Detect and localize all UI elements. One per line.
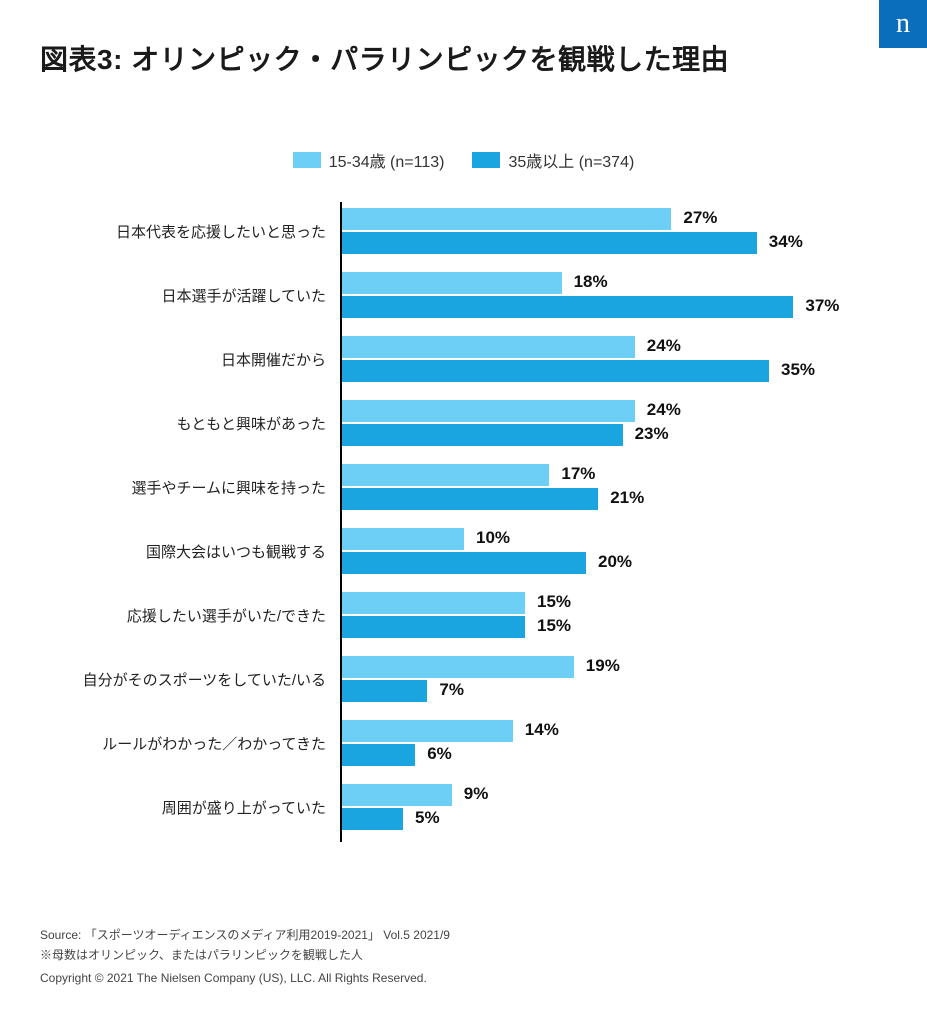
- chart-row: 応援したい選手がいた/できた15%15%: [80, 586, 887, 644]
- bar-value-series1: 24%: [647, 400, 681, 420]
- bar-value-series1: 15%: [537, 592, 571, 612]
- bar-value-series1: 27%: [683, 208, 717, 228]
- category-label: 周囲が盛り上がっていた: [80, 797, 340, 818]
- bar-value-series2: 35%: [781, 360, 815, 380]
- bar-series2: 20%: [342, 552, 586, 574]
- category-label: 応援したい選手がいた/できた: [80, 605, 340, 626]
- category-label: もともと興味があった: [80, 413, 340, 434]
- bar-series2: 5%: [342, 808, 403, 830]
- chart-row: 自分がそのスポーツをしていた/いる19%7%: [80, 650, 887, 708]
- bar-series1: 14%: [342, 720, 513, 742]
- bar-series1: 24%: [342, 400, 635, 422]
- legend-label-series2: 35歳以上 (n=374): [508, 148, 634, 172]
- bar-value-series1: 14%: [525, 720, 559, 740]
- chart-row: 選手やチームに興味を持った17%21%: [80, 458, 887, 516]
- legend-label-series1: 15-34歳 (n=113): [329, 148, 445, 172]
- bar-group: 17%21%: [340, 458, 887, 516]
- bar-value-series2: 7%: [439, 680, 464, 700]
- bar-series1: 15%: [342, 592, 525, 614]
- chart-row: 日本開催だから24%35%: [80, 330, 887, 388]
- bar-group: 19%7%: [340, 650, 887, 708]
- bar-series1: 24%: [342, 336, 635, 358]
- bar-group: 15%15%: [340, 586, 887, 644]
- category-label: 日本代表を応援したいと思った: [80, 221, 340, 242]
- chart-row: 日本選手が活躍していた18%37%: [80, 266, 887, 324]
- bar-series2: 6%: [342, 744, 415, 766]
- bar-value-series2: 6%: [427, 744, 452, 764]
- bar-group: 27%34%: [340, 202, 887, 260]
- source-text: Source: 「スポーツオーディエンスのメディア利用2019-2021」 Vo…: [40, 926, 450, 945]
- bar-value-series2: 20%: [598, 552, 632, 572]
- bar-series2: 23%: [342, 424, 623, 446]
- bar-series1: 27%: [342, 208, 671, 230]
- legend-item-series1: 15-34歳 (n=113): [293, 148, 445, 172]
- note-text: ※母数はオリンピック、またはパラリンピックを観戦した人: [40, 946, 450, 965]
- bar-series2: 35%: [342, 360, 769, 382]
- bar-value-series2: 23%: [635, 424, 669, 444]
- brand-logo: n: [879, 0, 927, 48]
- bar-value-series2: 34%: [769, 232, 803, 252]
- bar-value-series2: 21%: [610, 488, 644, 508]
- bar-value-series1: 9%: [464, 784, 489, 804]
- grouped-bar-chart: 日本代表を応援したいと思った27%34%日本選手が活躍していた18%37%日本開…: [80, 202, 887, 842]
- category-label: 日本開催だから: [80, 349, 340, 370]
- bar-series1: 19%: [342, 656, 574, 678]
- bar-series2: 21%: [342, 488, 598, 510]
- chart-footer: Source: 「スポーツオーディエンスのメディア利用2019-2021」 Vo…: [40, 926, 450, 988]
- bar-series1: 18%: [342, 272, 562, 294]
- bar-group: 14%6%: [340, 714, 887, 772]
- category-label: 国際大会はいつも観戦する: [80, 541, 340, 562]
- bar-series2: 37%: [342, 296, 793, 318]
- bar-group: 10%20%: [340, 522, 887, 580]
- bar-series2: 15%: [342, 616, 525, 638]
- category-label: ルールがわかった／わかってきた: [80, 733, 340, 754]
- bar-value-series1: 24%: [647, 336, 681, 356]
- bar-series2: 7%: [342, 680, 427, 702]
- bar-value-series1: 18%: [574, 272, 608, 292]
- legend-swatch-series2: [472, 152, 500, 168]
- bar-value-series2: 5%: [415, 808, 440, 828]
- bar-value-series2: 15%: [537, 616, 571, 636]
- chart-row: 国際大会はいつも観戦する10%20%: [80, 522, 887, 580]
- chart-container: 図表3: オリンピック・パラリンピックを観戦した理由 15-34歳 (n=113…: [0, 0, 927, 862]
- chart-row: 日本代表を応援したいと思った27%34%: [80, 202, 887, 260]
- chart-row: もともと興味があった24%23%: [80, 394, 887, 452]
- bar-series1: 9%: [342, 784, 452, 806]
- bar-group: 9%5%: [340, 778, 887, 836]
- chart-title: 図表3: オリンピック・パラリンピックを観戦した理由: [40, 38, 887, 78]
- bar-group: 18%37%: [340, 266, 887, 324]
- category-label: 日本選手が活躍していた: [80, 285, 340, 306]
- category-label: 自分がそのスポーツをしていた/いる: [80, 669, 340, 690]
- bar-value-series1: 19%: [586, 656, 620, 676]
- bar-value-series1: 17%: [561, 464, 595, 484]
- legend-item-series2: 35歳以上 (n=374): [472, 148, 634, 172]
- chart-row: ルールがわかった／わかってきた14%6%: [80, 714, 887, 772]
- copyright-text: Copyright © 2021 The Nielsen Company (US…: [40, 969, 450, 988]
- bar-group: 24%23%: [340, 394, 887, 452]
- bar-value-series1: 10%: [476, 528, 510, 548]
- legend-swatch-series1: [293, 152, 321, 168]
- chart-row: 周囲が盛り上がっていた9%5%: [80, 778, 887, 836]
- category-label: 選手やチームに興味を持った: [80, 477, 340, 498]
- bar-series1: 10%: [342, 528, 464, 550]
- bar-series1: 17%: [342, 464, 549, 486]
- bar-group: 24%35%: [340, 330, 887, 388]
- bar-series2: 34%: [342, 232, 757, 254]
- bar-value-series2: 37%: [805, 296, 839, 316]
- chart-legend: 15-34歳 (n=113) 35歳以上 (n=374): [40, 148, 887, 172]
